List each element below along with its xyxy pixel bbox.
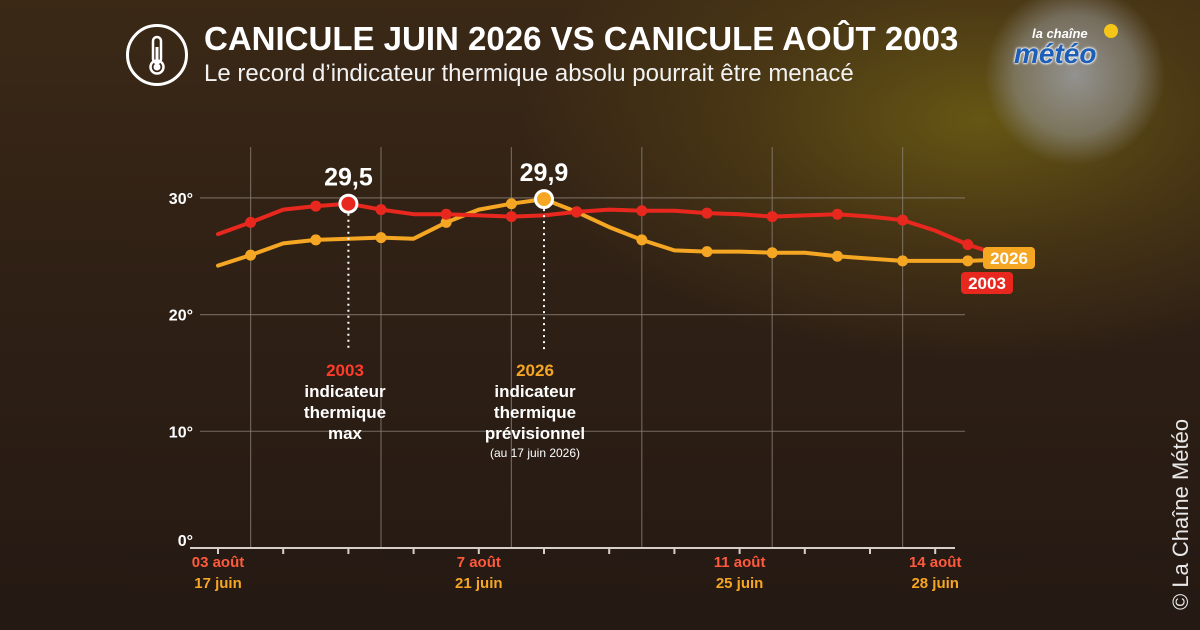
series-2026-point [897, 255, 909, 267]
sun-icon [1104, 24, 1118, 38]
x-tick-label-2003: 14 août [909, 554, 962, 571]
series-2003-point [245, 216, 257, 228]
brand-logo: la chaîne météo [1012, 20, 1122, 72]
series-2003-max-label: 29,5 [324, 164, 373, 192]
series-2003-line [216, 201, 1003, 258]
y-tick-label: 20° [169, 308, 193, 325]
series-2026-point [701, 246, 713, 258]
annotation-2003-year: 2003 [326, 361, 364, 380]
annotation-2003-line1: indicateur [304, 382, 386, 401]
thermometer-icon [126, 24, 188, 86]
logo-top-text: la chaîne [1032, 26, 1088, 41]
series-2026-max-point [534, 189, 554, 210]
y-tick-label: 10° [169, 424, 193, 441]
page-subtitle: Le record d’indicateur thermique absolu … [204, 60, 854, 87]
series-2026-point [375, 232, 387, 244]
series-2026-legend-label: 2026 [990, 249, 1028, 268]
series-2003-point [831, 208, 843, 220]
series-2026-point [831, 250, 843, 262]
series-2003-legend-label: 2003 [968, 274, 1006, 293]
series-2003-point [310, 200, 322, 212]
copyright-credit: © La Chaîne Météo [1168, 418, 1193, 610]
series-2003-point [571, 206, 583, 218]
series-2026-point [962, 255, 974, 267]
series-2003-point [897, 214, 909, 226]
x-tick-label-2026: 17 juin [194, 575, 242, 592]
series-2003-point [375, 204, 387, 216]
series-2003-point [440, 208, 452, 220]
series-2026-point [636, 234, 648, 246]
header: CANICULE JUIN 2026 VS CANICULE AOÛT 2003… [126, 20, 986, 90]
x-tick-label-2026: 28 juin [911, 575, 959, 592]
x-tick-label-2003: 03 août [192, 554, 245, 571]
series-2026-point [505, 198, 517, 210]
x-tick-label-2026: 25 juin [716, 575, 764, 592]
x-tick-label-2003: 7 août [457, 554, 501, 571]
annotation-2026-line2: thermique [493, 403, 577, 422]
annotation-2026-line3: prévisionnel [484, 424, 586, 443]
series-2026-legend-badge [983, 247, 1035, 269]
series-2003-legend-badge [961, 272, 1013, 294]
series-2026-point [310, 234, 322, 246]
annotation-2026-note: (au 17 juin 2026) [489, 446, 581, 460]
y-tick-label: 0° [178, 533, 193, 550]
logo-main-text: météo [1014, 38, 1097, 69]
series-2026-max-label: 29,9 [520, 159, 569, 187]
annotation-2003: 2003 indicateur thermique max [270, 360, 420, 444]
series-2026-point [766, 247, 778, 259]
series-2003-point [505, 211, 517, 223]
y-tick-label: 30° [169, 191, 193, 208]
series-2003-max-point [338, 193, 359, 214]
series-2026-point [440, 216, 452, 228]
annotation-2026-year: 2026 [516, 361, 554, 380]
series-2003-point [962, 239, 974, 251]
annotation-2026: 2026 indicateur thermique prévisionnel (… [460, 360, 610, 462]
page-title: CANICULE JUIN 2026 VS CANICULE AOÛT 2003 [204, 20, 959, 57]
series-2003-point [636, 205, 648, 217]
annotation-2003-line2: thermique [303, 403, 387, 422]
annotation-2026-line1: indicateur [494, 382, 576, 401]
series-2003-point [701, 207, 713, 219]
annotation-2003-line3: max [327, 424, 363, 443]
x-tick-label-2003: 11 août [714, 554, 766, 571]
x-tick-label-2026: 21 juin [455, 575, 503, 592]
series-2003-point [766, 211, 778, 223]
series-2026-point [245, 249, 257, 261]
